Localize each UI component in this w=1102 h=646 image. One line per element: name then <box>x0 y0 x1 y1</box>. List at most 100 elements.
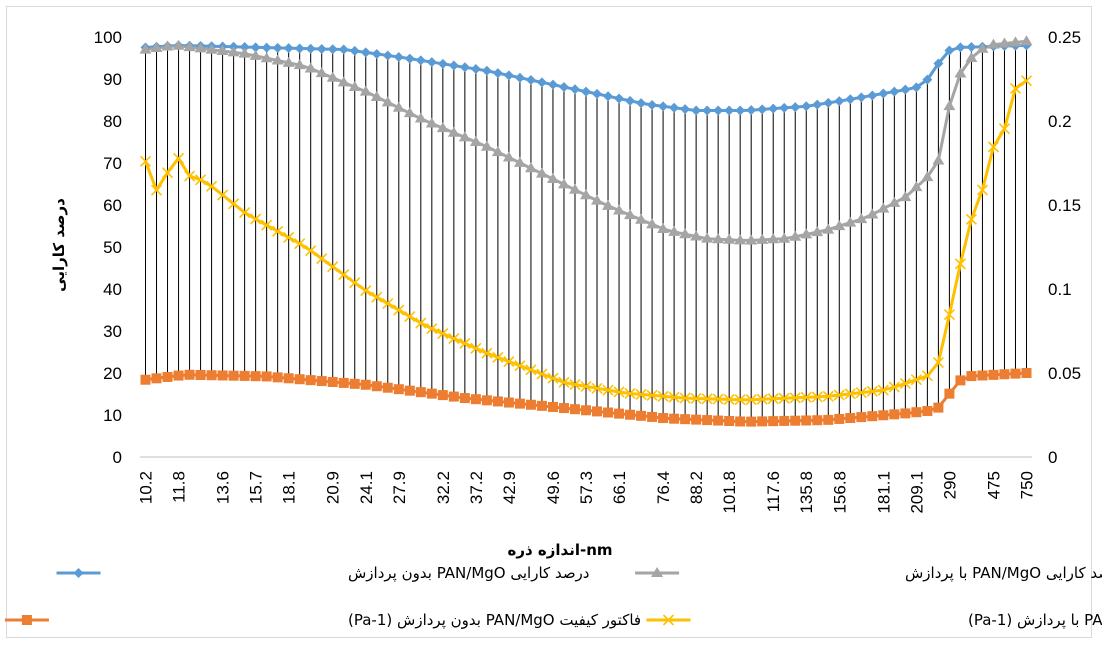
data-point <box>592 406 603 417</box>
data-point <box>658 101 669 112</box>
data-point <box>943 100 956 111</box>
data-point <box>613 204 626 215</box>
data-point <box>547 79 558 90</box>
data-point <box>568 183 581 194</box>
data-point <box>294 238 306 250</box>
data-point <box>833 220 846 231</box>
data-point <box>151 373 162 384</box>
data-point <box>1009 36 1022 47</box>
data-point <box>768 103 779 114</box>
data-point <box>746 416 757 427</box>
data-point <box>976 42 989 53</box>
data-point <box>448 391 459 402</box>
data-point <box>161 167 174 179</box>
data-point <box>360 285 372 297</box>
data-point <box>1020 75 1033 87</box>
data-point <box>768 416 779 427</box>
data-point <box>338 44 349 55</box>
data-point <box>1009 82 1022 94</box>
data-point <box>822 390 834 402</box>
data-point <box>922 405 933 416</box>
data-point <box>591 194 604 205</box>
data-point <box>734 394 746 406</box>
data-point <box>283 373 294 384</box>
data-point <box>899 191 912 202</box>
data-point <box>447 126 460 137</box>
data-point <box>756 233 769 244</box>
data-point <box>470 342 482 354</box>
data-point <box>480 140 493 151</box>
legend-entry: فاکتور کیفیت PAN/MgO با پردازش (Pa-1) <box>646 611 1102 630</box>
data-point <box>910 374 922 386</box>
data-point <box>415 317 427 329</box>
data-point <box>657 390 669 402</box>
data-point <box>294 374 305 385</box>
x-tick-label: 37.2 <box>467 471 486 504</box>
y-tick-label: 60 <box>103 196 122 215</box>
data-point <box>272 225 284 237</box>
data-point <box>789 230 802 241</box>
data-point <box>261 371 272 382</box>
y-tick-label: 50 <box>103 238 122 257</box>
data-point <box>723 233 736 244</box>
data-point <box>899 377 911 389</box>
data-point <box>613 386 625 398</box>
data-point <box>834 96 845 107</box>
data-point <box>360 47 371 58</box>
x-tick-label: 88.2 <box>687 471 706 504</box>
data-point <box>139 43 152 54</box>
data-point <box>636 98 647 109</box>
data-point <box>513 156 526 167</box>
data-point <box>614 93 625 104</box>
data-point <box>867 411 878 422</box>
data-point <box>315 67 328 78</box>
data-point <box>459 62 470 73</box>
data-point <box>437 58 448 69</box>
data-point <box>557 178 570 189</box>
data-point <box>195 174 207 186</box>
data-point <box>337 76 350 87</box>
data-point <box>426 388 437 399</box>
data-point <box>987 141 1000 153</box>
data-point <box>162 371 173 382</box>
data-point <box>305 375 316 386</box>
data-point <box>414 112 427 123</box>
data-point <box>569 404 580 415</box>
data-point <box>658 413 669 424</box>
x-tick-label: 20.9 <box>324 471 343 504</box>
data-point <box>525 399 536 410</box>
data-point <box>636 410 647 421</box>
y-tick-label: 30 <box>103 322 122 341</box>
data-point <box>227 46 240 57</box>
data-point <box>271 54 284 65</box>
data-point <box>866 208 879 219</box>
data-point <box>811 391 823 403</box>
x-tick-label: 750 <box>1017 471 1036 499</box>
data-point <box>856 412 867 423</box>
data-point <box>812 99 823 110</box>
data-point <box>691 414 702 425</box>
data-point <box>503 397 514 408</box>
data-point <box>514 398 525 409</box>
data-point <box>944 45 955 56</box>
data-point <box>635 213 648 224</box>
data-point <box>349 378 360 389</box>
data-point <box>458 131 471 142</box>
data-point <box>502 151 515 162</box>
data-point <box>624 209 637 220</box>
x-tick-label: 27.9 <box>390 471 409 504</box>
data-point <box>977 370 988 381</box>
data-point <box>790 415 801 426</box>
data-point <box>371 291 383 303</box>
data-point <box>547 372 559 384</box>
data-point <box>448 60 459 71</box>
data-point <box>393 384 404 395</box>
data-point <box>393 304 405 316</box>
data-point <box>326 71 339 82</box>
legend-marker <box>662 614 675 626</box>
data-point <box>206 180 218 192</box>
data-point <box>603 91 614 102</box>
data-point <box>238 47 251 58</box>
data-point <box>965 213 977 225</box>
data-point <box>679 228 692 239</box>
